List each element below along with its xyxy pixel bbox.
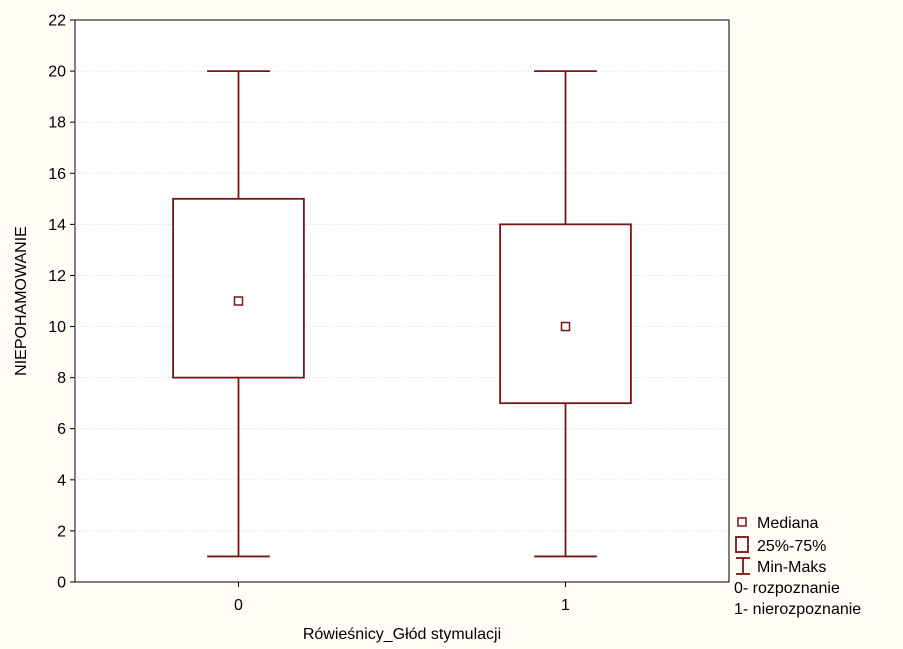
y-tick-label: 14 <box>48 217 66 234</box>
y-tick-label: 2 <box>57 523 66 540</box>
y-tick-label: 4 <box>57 472 66 489</box>
y-tick-label: 0 <box>57 575 66 592</box>
box-iqr <box>499 223 632 405</box>
box-iqr <box>172 197 305 379</box>
y-axis-label: NIEPOHAMOWANIE <box>13 226 30 376</box>
y-tick-label: 20 <box>48 64 66 81</box>
legend-box-label: 25%-75% <box>757 538 826 555</box>
y-axis: 0 2 4 6 8 10 12 14 16 18 20 22 <box>48 13 75 592</box>
x-tick-label: 1 <box>561 597 570 614</box>
legend: Mediana 25%-75% Min-Maks 0- rozpoznanie … <box>734 515 861 618</box>
legend-median-label: Mediana <box>757 515 818 532</box>
legend-note-1: 1- nierozpoznanie <box>734 601 861 618</box>
legend-whisker-label: Min-Maks <box>757 559 826 576</box>
legend-whisker-marker <box>736 557 750 575</box>
legend-note-0: 0- rozpoznanie <box>734 580 840 597</box>
median-marker <box>233 296 244 306</box>
legend-box-marker <box>735 536 749 553</box>
x-axis-label: Rówieśnicy_Głód stymulacji <box>303 626 501 643</box>
y-tick-label: 22 <box>48 13 66 30</box>
legend-median-marker <box>737 517 747 527</box>
y-tick-label: 10 <box>48 319 66 336</box>
y-tick-label: 6 <box>57 421 66 438</box>
y-tick-label: 12 <box>48 268 66 285</box>
x-tick-label: 0 <box>234 597 243 614</box>
box-group-1 <box>499 70 632 558</box>
median-marker <box>560 321 571 332</box>
box-group-0 <box>172 70 305 558</box>
y-tick-label: 8 <box>57 370 66 387</box>
boxes <box>172 70 632 558</box>
y-tick-label: 18 <box>48 115 66 132</box>
y-tick-label: 16 <box>48 166 66 183</box>
